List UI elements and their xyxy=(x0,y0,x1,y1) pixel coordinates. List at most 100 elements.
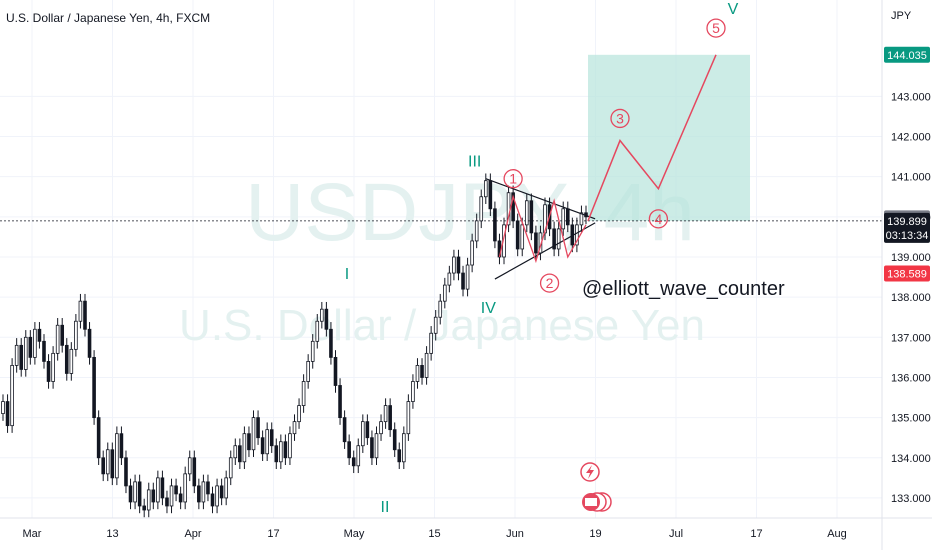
candle-body xyxy=(169,485,174,507)
candle-body xyxy=(260,437,265,455)
candle-body xyxy=(279,441,283,463)
candle-body xyxy=(561,208,566,230)
candle-body xyxy=(69,348,74,374)
candle-body xyxy=(310,340,315,362)
candle-body xyxy=(297,405,301,423)
candle-body xyxy=(274,445,279,463)
candle-body xyxy=(488,180,493,210)
candle-body xyxy=(215,485,219,507)
candle-body xyxy=(424,352,429,378)
target-zone[interactable] xyxy=(588,54,750,221)
candle-body xyxy=(201,481,206,503)
candle-body xyxy=(187,457,192,475)
candle-body xyxy=(374,433,379,459)
x-tick-label: Jun xyxy=(506,528,524,540)
price-axis[interactable]: 133.000 134.000 135.000 136.000 137.000 138.0… xyxy=(891,91,931,505)
candle-body xyxy=(534,232,538,254)
candle-body xyxy=(115,433,119,479)
candle-body xyxy=(520,224,525,250)
candle-body xyxy=(242,433,247,463)
candle-body xyxy=(565,208,570,226)
candle-body xyxy=(146,489,151,511)
candle-body xyxy=(402,433,406,463)
candle-body xyxy=(87,328,92,358)
x-tick-label: 17 xyxy=(267,528,279,540)
candle-body xyxy=(443,284,447,302)
candle-body xyxy=(55,324,60,354)
candle-body xyxy=(51,352,55,382)
wave-projection: 3 4 5 xyxy=(587,18,726,229)
candle-body xyxy=(96,417,101,459)
candle-body xyxy=(156,477,160,503)
y-tick-label: 142.000 xyxy=(891,132,931,144)
candle-body xyxy=(483,180,488,198)
candle-body xyxy=(178,493,183,503)
candle-body xyxy=(137,481,142,507)
projection-wave-label: 4 xyxy=(655,211,663,227)
primary-wave-label: I xyxy=(345,266,349,283)
time-axis[interactable]: Mar 13 Apr 17 May 15 Jun 19 Jul 17 Aug xyxy=(23,528,847,540)
candle-body xyxy=(379,421,383,435)
candle-body xyxy=(361,421,365,447)
candle-body xyxy=(575,224,579,246)
candle-body xyxy=(14,344,19,366)
y-tick-label: 137.000 xyxy=(891,332,931,344)
candle-body xyxy=(356,445,361,467)
candle-body xyxy=(511,192,515,222)
triangle-wave-circle xyxy=(539,273,560,293)
triangle-lower-line xyxy=(494,222,596,280)
candle-body xyxy=(447,272,452,286)
candle-body xyxy=(420,365,424,378)
triangle-pattern: 12 xyxy=(485,169,596,293)
candle-body xyxy=(415,365,420,382)
candle-body xyxy=(1,401,5,415)
candle-body xyxy=(324,308,329,330)
candle-body xyxy=(370,437,374,459)
candle-body xyxy=(124,457,128,487)
candle-body xyxy=(529,200,534,234)
price-tag-bg xyxy=(884,265,930,282)
y-tick-label: 139.000 xyxy=(891,252,931,264)
candle-body xyxy=(101,457,106,475)
candle-body xyxy=(292,421,297,435)
candle-body xyxy=(110,449,115,479)
candle-body xyxy=(315,320,320,342)
chart-title: U.S. Dollar / Japanese Yen, 4h, FXCM xyxy=(6,11,210,25)
candle-body xyxy=(142,505,146,511)
projection-wave-circle xyxy=(706,18,726,38)
x-tick-label: Mar xyxy=(23,528,42,540)
y-tick-label: 133.000 xyxy=(891,493,931,505)
candle-body xyxy=(60,324,65,346)
candle-body xyxy=(579,212,584,226)
triangle-upper-line xyxy=(485,178,596,220)
candle-body xyxy=(383,405,388,423)
candle-body xyxy=(406,401,411,435)
x-tick-label: Aug xyxy=(827,528,847,540)
projection-wave-circle xyxy=(610,108,630,129)
y-tick-label: 143.000 xyxy=(891,91,931,103)
sub-wave-zigzag xyxy=(498,194,587,264)
candle-body xyxy=(256,417,260,439)
candle-body xyxy=(165,497,169,507)
price-tag-label: 139.899 xyxy=(887,216,927,228)
x-tick-label: 17 xyxy=(750,528,762,540)
candle-body xyxy=(105,449,110,475)
candle-body xyxy=(524,200,529,226)
triangle-wave-label: 1 xyxy=(509,171,517,187)
x-tick-label: 19 xyxy=(589,528,601,540)
candle-body xyxy=(46,361,51,382)
candle-body xyxy=(392,429,397,451)
x-tick-label: Apr xyxy=(184,528,201,540)
candle-body xyxy=(411,381,415,402)
candle-body xyxy=(265,429,269,455)
candle-body xyxy=(251,417,256,451)
event-icons[interactable] xyxy=(580,462,612,512)
candle-body xyxy=(438,300,443,318)
candle-body xyxy=(183,473,187,503)
price-tag-label: 138.589 xyxy=(887,268,927,280)
candle-body xyxy=(461,272,465,290)
candle-body xyxy=(433,316,438,334)
candle-body xyxy=(333,356,338,386)
candle-body xyxy=(37,328,42,342)
